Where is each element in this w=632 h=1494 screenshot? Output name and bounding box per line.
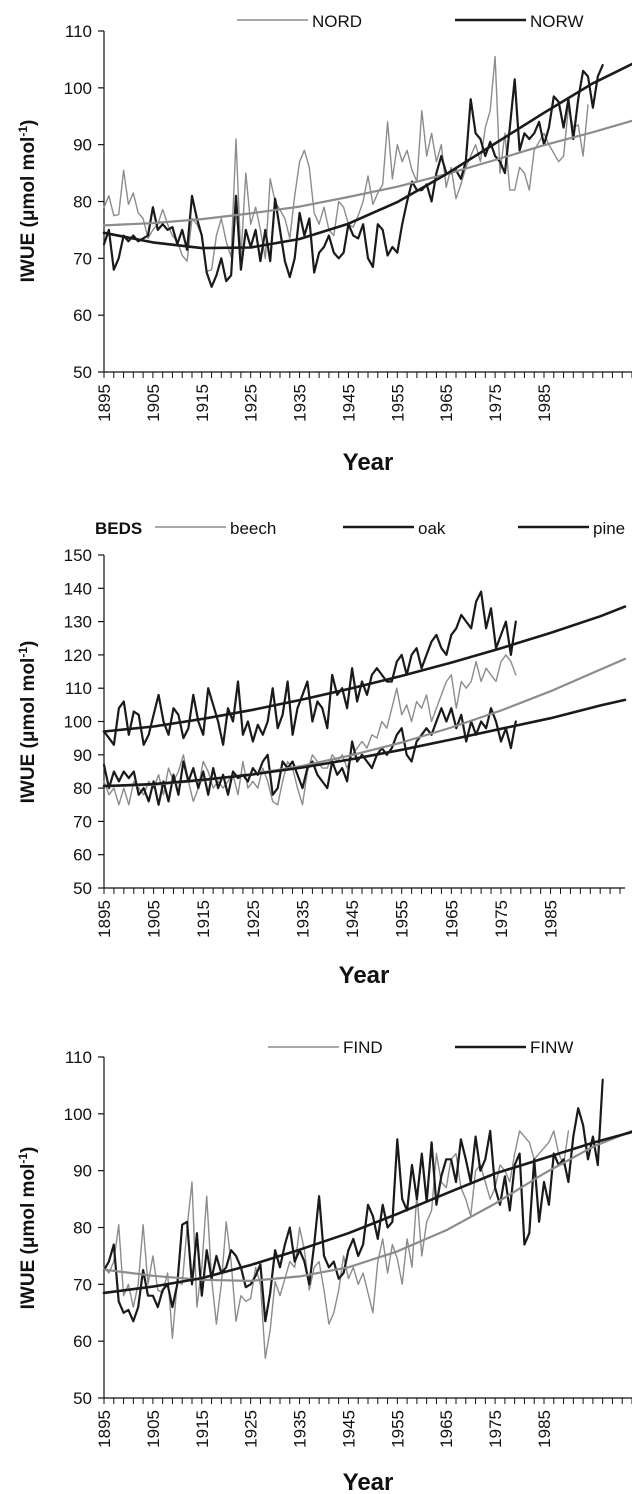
axes: 50 60 70 80 90 100 110 120 130 140 150 1895 1905 1915… — [64, 546, 625, 938]
y-tick-label: 110 — [65, 22, 92, 41]
x-tick-label: 1965 — [442, 900, 461, 938]
y-tick-label: 90 — [73, 746, 92, 765]
y-tick-label: 120 — [64, 646, 92, 665]
legend-label-beech: beech — [230, 519, 276, 538]
x-tick-label: 1985 — [542, 900, 561, 938]
x-tick-label: 1955 — [388, 1410, 407, 1448]
x-tick-label: 1915 — [193, 1410, 212, 1448]
x-tick-label: 1895 — [95, 900, 114, 938]
legend-label-find: FIND — [343, 1038, 383, 1057]
series-line-pine-trend — [102, 605, 627, 733]
x-tick-label: 1945 — [339, 384, 358, 422]
y-tick-label: 70 — [73, 812, 92, 831]
x-tick-label: 1985 — [535, 384, 554, 422]
x-tick-label: 1935 — [293, 900, 312, 938]
axes: 50 60 70 80 90 100 110 1895 1905 1915 1925 1935 1945… — [64, 22, 632, 422]
x-tick-label: 1905 — [144, 384, 163, 422]
y-axis-title: IWUE (μmol mol-1) — [16, 120, 39, 283]
y-tick-label: 50 — [73, 363, 92, 382]
x-tick-label: 1975 — [492, 900, 511, 938]
x-tick-label: 1955 — [393, 900, 412, 938]
y-axis-title: IWUE (μmol mol-1) — [16, 641, 39, 804]
legend: NORD NORW — [237, 12, 584, 31]
x-tick-label: 1925 — [242, 384, 261, 422]
y-tick-label: 90 — [73, 1162, 92, 1181]
legend-label-oak: oak — [418, 519, 446, 538]
y-axis-title: IWUE (μmol mol-1) — [16, 1147, 39, 1310]
series-line-finw-trend — [102, 1130, 632, 1295]
y-tick-label: 110 — [65, 1048, 92, 1067]
series-line-nord-trend — [102, 119, 632, 227]
x-tick-label: 1945 — [339, 1410, 358, 1448]
legend-label-finw: FINW — [530, 1038, 573, 1057]
chart-panel-find-finw: FIND FINW IWUE (μmol mol-1) Year 50 60 70 8… — [16, 1038, 632, 1494]
svg-text:IWUE (μmol mol-1): IWUE (μmol mol-1) — [16, 641, 39, 804]
x-tick-label: 1945 — [343, 900, 362, 938]
plot-area — [102, 590, 627, 806]
y-tick-label: 80 — [73, 1219, 92, 1238]
y-tick-label: 60 — [73, 306, 92, 325]
x-axis-title: Year — [343, 449, 394, 476]
legend-label-nord: NORD — [312, 12, 362, 31]
series-line-nord — [103, 55, 589, 273]
legend-label-pine: pine — [593, 519, 625, 538]
series-line-oak-trend — [102, 698, 627, 788]
legend-title-beds: BEDS — [95, 519, 142, 538]
series-line-finw — [102, 1078, 604, 1323]
y-tick-label: 130 — [64, 613, 92, 632]
x-tick-label: 1935 — [291, 1410, 310, 1448]
x-axis-title: Year — [339, 962, 390, 989]
x-axis-title: Year — [343, 1469, 394, 1494]
x-tick-label: 1925 — [244, 900, 263, 938]
x-tick-label: 1955 — [388, 384, 407, 422]
series-line-norw — [102, 63, 604, 288]
y-tick-label: 60 — [73, 1332, 92, 1351]
series-line-pine — [102, 590, 517, 746]
chart-panel-beds: BEDS beech oak pine IWUE (μmol mol-1) Ye… — [16, 519, 627, 989]
series-line-find — [103, 1130, 570, 1359]
series-line-oak — [102, 707, 517, 806]
legend: BEDS beech oak pine — [95, 519, 625, 538]
x-tick-label: 1895 — [95, 1410, 114, 1448]
y-tick-label: 110 — [65, 679, 92, 698]
y-tick-label: 50 — [73, 879, 92, 898]
x-tick-label: 1915 — [193, 384, 212, 422]
legend-label-norw: NORW — [530, 12, 584, 31]
y-tick-label: 150 — [64, 546, 92, 565]
x-tick-label: 1905 — [145, 900, 164, 938]
y-tick-label: 140 — [64, 579, 92, 598]
legend: FIND FINW — [268, 1038, 573, 1057]
y-tick-label: 100 — [64, 713, 92, 732]
y-tick-label: 70 — [73, 249, 92, 268]
x-tick-label: 1915 — [194, 900, 213, 938]
x-tick-label: 1895 — [95, 384, 114, 422]
y-tick-label: 100 — [64, 79, 92, 98]
svg-text:IWUE (μmol mol-1): IWUE (μmol mol-1) — [16, 1147, 39, 1310]
y-tick-label: 80 — [73, 779, 92, 798]
x-tick-label: 1925 — [242, 1410, 261, 1448]
y-tick-label: 90 — [73, 136, 92, 155]
x-tick-label: 1935 — [291, 384, 310, 422]
x-tick-label: 1975 — [486, 1410, 505, 1448]
chart-panel-nord-norw: NORD NORW IWUE (μmol mol-1) Year 50 60 70 8… — [16, 12, 632, 476]
x-tick-label: 1965 — [437, 1410, 456, 1448]
y-tick-label: 60 — [73, 846, 92, 865]
x-tick-label: 1985 — [535, 1410, 554, 1448]
x-tick-label: 1965 — [437, 384, 456, 422]
x-tick-label: 1905 — [144, 1410, 163, 1448]
svg-text:IWUE (μmol mol-1): IWUE (μmol mol-1) — [16, 120, 39, 283]
axes: 50 60 70 80 90 100 110 1895 1905 1915 1925 1935 1945… — [64, 1048, 632, 1448]
series-line-norw-trend — [102, 62, 632, 250]
plot-area — [102, 55, 632, 288]
y-tick-label: 80 — [73, 193, 92, 212]
y-tick-label: 100 — [64, 1105, 92, 1124]
x-tick-label: 1975 — [486, 384, 505, 422]
plot-area — [102, 1078, 632, 1359]
y-tick-label: 50 — [73, 1389, 92, 1408]
y-tick-label: 70 — [73, 1275, 92, 1294]
